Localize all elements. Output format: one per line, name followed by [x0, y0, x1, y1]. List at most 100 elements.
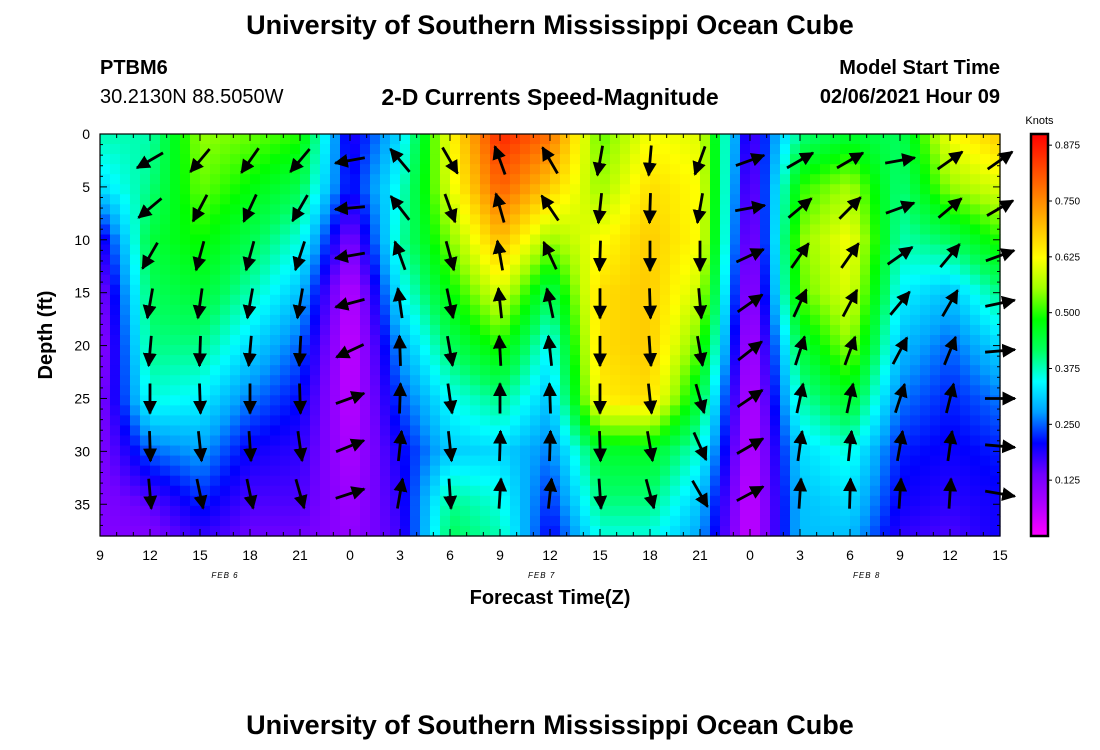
heatmap-cell [380, 465, 391, 477]
heatmap-cell [430, 244, 441, 256]
heatmap-cell [220, 134, 231, 145]
heatmap-cell [440, 324, 451, 336]
heatmap-cell [990, 415, 1001, 427]
heatmap-cell [170, 324, 181, 336]
heatmap-cell [430, 254, 441, 266]
heatmap-cell [830, 184, 841, 195]
heatmap-cell [870, 415, 881, 427]
heatmap-cell [410, 365, 421, 376]
heatmap-cell [910, 324, 921, 336]
heatmap-cell [680, 515, 691, 527]
heatmap-cell [250, 224, 261, 236]
heatmap-cell [440, 294, 451, 306]
heatmap-cell [670, 505, 681, 517]
heatmap-cell [260, 425, 271, 437]
heatmap-cell [940, 154, 951, 165]
heatmap-cell [790, 415, 801, 427]
heatmap-cell [640, 324, 651, 336]
heatmap-cell [280, 134, 291, 145]
heatmap-cell [320, 304, 331, 316]
heatmap-cell [420, 445, 431, 457]
heatmap-cell [760, 274, 771, 286]
heatmap-cell [560, 365, 571, 376]
heatmap-cell [600, 335, 611, 346]
heatmap-cell [710, 134, 721, 145]
heatmap-cell [470, 335, 481, 346]
heatmap-cell [110, 405, 121, 416]
heatmap-cell [430, 395, 441, 406]
heatmap-cell [240, 495, 251, 507]
heatmap-cell [730, 475, 741, 487]
heatmap-cell [580, 174, 591, 185]
heatmap-cell [610, 184, 621, 195]
heatmap-cell [370, 194, 381, 205]
heatmap-cell [110, 465, 121, 477]
heatmap-cell [610, 515, 621, 527]
heatmap-cell [260, 154, 271, 165]
heatmap-cell [180, 515, 191, 527]
heatmap-cell [100, 264, 111, 276]
heatmap-cell [480, 274, 491, 286]
heatmap-cell [400, 355, 411, 366]
heatmap-cell [920, 194, 931, 205]
heatmap-cell [150, 164, 161, 175]
heatmap-cell [190, 264, 201, 276]
heatmap-cell [440, 355, 451, 366]
heatmap-cell [700, 435, 711, 447]
heatmap-cell [170, 395, 181, 406]
heatmap-cell [990, 475, 1001, 487]
heatmap-cell [660, 204, 671, 215]
heatmap-cell [490, 495, 501, 507]
heatmap-cell [100, 475, 111, 487]
heatmap-cell [920, 465, 931, 477]
current-vector [143, 478, 158, 510]
heatmap-cell [730, 274, 741, 286]
heatmap-cell [870, 294, 881, 306]
model-start-label: Model Start Time [839, 57, 1000, 79]
heatmap-cell [950, 254, 961, 266]
heatmap-cell [230, 375, 241, 386]
heatmap-cell [670, 365, 681, 376]
heatmap-cell [780, 324, 791, 336]
heatmap-cell [790, 184, 801, 195]
heatmap-cell [700, 515, 711, 527]
heatmap-cell [910, 234, 921, 246]
heatmap-cell [620, 214, 631, 226]
heatmap-cell [320, 495, 331, 507]
heatmap-cell [520, 294, 531, 306]
heatmap-cell [850, 324, 861, 336]
heatmap-cell [890, 214, 901, 226]
heatmap-cell [190, 395, 201, 406]
heatmap-cell [660, 214, 671, 226]
heatmap-cell [230, 284, 241, 296]
heatmap-cell [900, 375, 911, 386]
heatmap-cell [750, 324, 761, 336]
heatmap-cell [580, 375, 591, 386]
heatmap-cell [530, 194, 541, 205]
heatmap-cell [790, 264, 801, 276]
heatmap-cell [330, 365, 341, 376]
heatmap-cell [100, 345, 111, 356]
heatmap-cell [560, 375, 571, 386]
heatmap-cell [290, 525, 301, 537]
heatmap-cell [300, 204, 311, 215]
heatmap-cell [380, 455, 391, 467]
heatmap-cell [750, 194, 761, 205]
heatmap-cell [720, 294, 731, 306]
heatmap-cell [120, 385, 131, 396]
current-vector [193, 383, 208, 415]
heatmap-cell [660, 154, 671, 165]
heatmap-cell [870, 455, 881, 467]
heatmap-cell [900, 525, 911, 537]
heatmap-cell [660, 324, 671, 336]
heatmap-cell [320, 194, 331, 205]
heatmap-cell [880, 525, 891, 537]
heatmap-cell [540, 395, 551, 406]
heatmap-cell [470, 525, 481, 537]
heatmap-cell [950, 134, 961, 145]
heatmap-cell [640, 405, 651, 416]
heatmap-cell [130, 294, 141, 306]
heatmap-cell [120, 144, 131, 155]
heatmap-cell [150, 395, 161, 406]
heatmap-cell [690, 405, 701, 416]
